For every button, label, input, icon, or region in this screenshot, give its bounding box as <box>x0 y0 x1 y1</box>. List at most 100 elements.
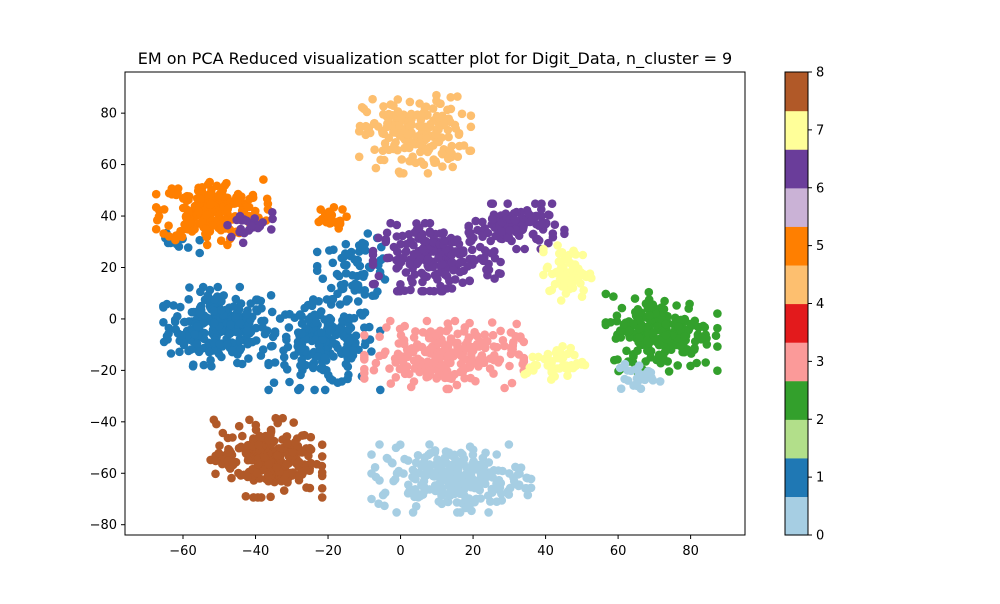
scatter-point <box>196 287 205 297</box>
scatter-point <box>425 218 435 228</box>
scatter-point <box>623 366 632 375</box>
scatter-point <box>236 471 246 480</box>
scatter-point <box>615 363 625 373</box>
scatter-point <box>685 299 694 309</box>
scatter-point <box>387 458 397 467</box>
scatter-point <box>518 224 528 234</box>
scatter-point <box>171 235 180 245</box>
scatter-point <box>490 351 499 360</box>
scatter-point <box>385 364 394 373</box>
scatter-point <box>481 448 490 458</box>
scatter-point <box>547 375 556 384</box>
scatter-point <box>465 442 475 452</box>
x-tick-label: −40 <box>242 544 269 559</box>
scatter-point <box>466 122 476 132</box>
scatter-point <box>164 221 173 230</box>
scatter-point <box>400 369 410 379</box>
scatter-point <box>173 184 183 193</box>
scatter-point <box>205 177 214 187</box>
scatter-point <box>171 325 180 334</box>
scatter-point <box>226 320 235 330</box>
scatter-point <box>159 318 168 327</box>
scatter-point <box>484 458 494 467</box>
scatter-point <box>295 383 305 393</box>
scatter-point <box>425 449 435 458</box>
scatter-point <box>435 328 445 337</box>
colorbar-tick-label: 1 <box>816 471 824 486</box>
scatter-point <box>459 365 469 374</box>
scatter-point <box>298 467 307 477</box>
scatter-point <box>701 358 710 367</box>
scatter-point <box>484 508 493 517</box>
colorbar-segment <box>785 303 808 343</box>
scatter-point <box>413 451 423 460</box>
scatter-point <box>405 97 415 107</box>
scatter-point <box>453 92 462 101</box>
scatter-point <box>401 268 411 277</box>
scatter-point <box>401 247 410 257</box>
scatter-point <box>426 366 436 375</box>
scatter-point <box>563 371 572 381</box>
scatter-point <box>222 340 232 349</box>
scatter-point <box>370 145 379 154</box>
scatter-point <box>317 493 327 502</box>
scatter-point <box>375 351 384 361</box>
scatter-point <box>222 178 231 188</box>
scatter-point <box>392 508 401 517</box>
y-tick-label: 0 <box>109 312 117 327</box>
scatter-point <box>711 331 721 341</box>
colorbar-segment <box>785 110 808 150</box>
scatter-point <box>408 485 418 495</box>
scatter-point <box>488 330 498 340</box>
scatter-point <box>467 506 476 516</box>
scatter-point <box>352 271 362 281</box>
scatter-point <box>455 258 464 268</box>
scatter-point <box>384 133 394 143</box>
scatter-point <box>259 175 268 184</box>
scatter-point <box>414 223 424 233</box>
scatter-point <box>547 199 557 208</box>
scatter-point <box>431 130 440 139</box>
scatter-point <box>205 189 214 199</box>
scatter-point <box>177 330 186 340</box>
scatter-point <box>520 244 529 254</box>
scatter-point <box>163 238 173 248</box>
scatter-point <box>223 220 232 230</box>
scatter-point <box>496 269 505 279</box>
scatter-point <box>555 249 564 258</box>
scatter-point <box>544 210 553 219</box>
scatter-point <box>625 326 634 336</box>
scatter-point <box>159 301 168 311</box>
scatter-point <box>317 461 327 471</box>
scatter-point <box>398 357 408 366</box>
scatter-point <box>504 440 514 449</box>
scatter-point <box>202 225 211 234</box>
scatter-point <box>655 377 665 386</box>
scatter-point <box>393 247 402 256</box>
scatter-point <box>354 127 364 136</box>
scatter-point <box>443 319 453 328</box>
colorbar-segment <box>785 72 808 112</box>
scatter-point <box>268 214 277 224</box>
scatter-point <box>275 314 285 323</box>
scatter-point <box>282 432 291 442</box>
scatter-point <box>561 289 571 298</box>
scatter-point <box>300 430 309 440</box>
colorbar-tick-label: 7 <box>816 123 824 138</box>
scatter-point <box>680 347 689 357</box>
scatter-point <box>280 360 289 370</box>
scatter-point <box>507 378 517 388</box>
scatter-point <box>403 456 413 465</box>
scatter-point <box>503 233 512 243</box>
scatter-point <box>391 138 400 147</box>
scatter-point <box>492 343 501 352</box>
scatter-point <box>381 235 391 244</box>
scatter-point <box>613 355 622 364</box>
scatter-point <box>415 99 424 108</box>
scatter-point <box>698 321 708 331</box>
scatter-point <box>185 283 194 292</box>
scatter-point <box>361 246 370 255</box>
x-tick-label: 40 <box>537 544 554 559</box>
scatter-point <box>462 469 471 479</box>
scatter-point <box>304 451 313 461</box>
